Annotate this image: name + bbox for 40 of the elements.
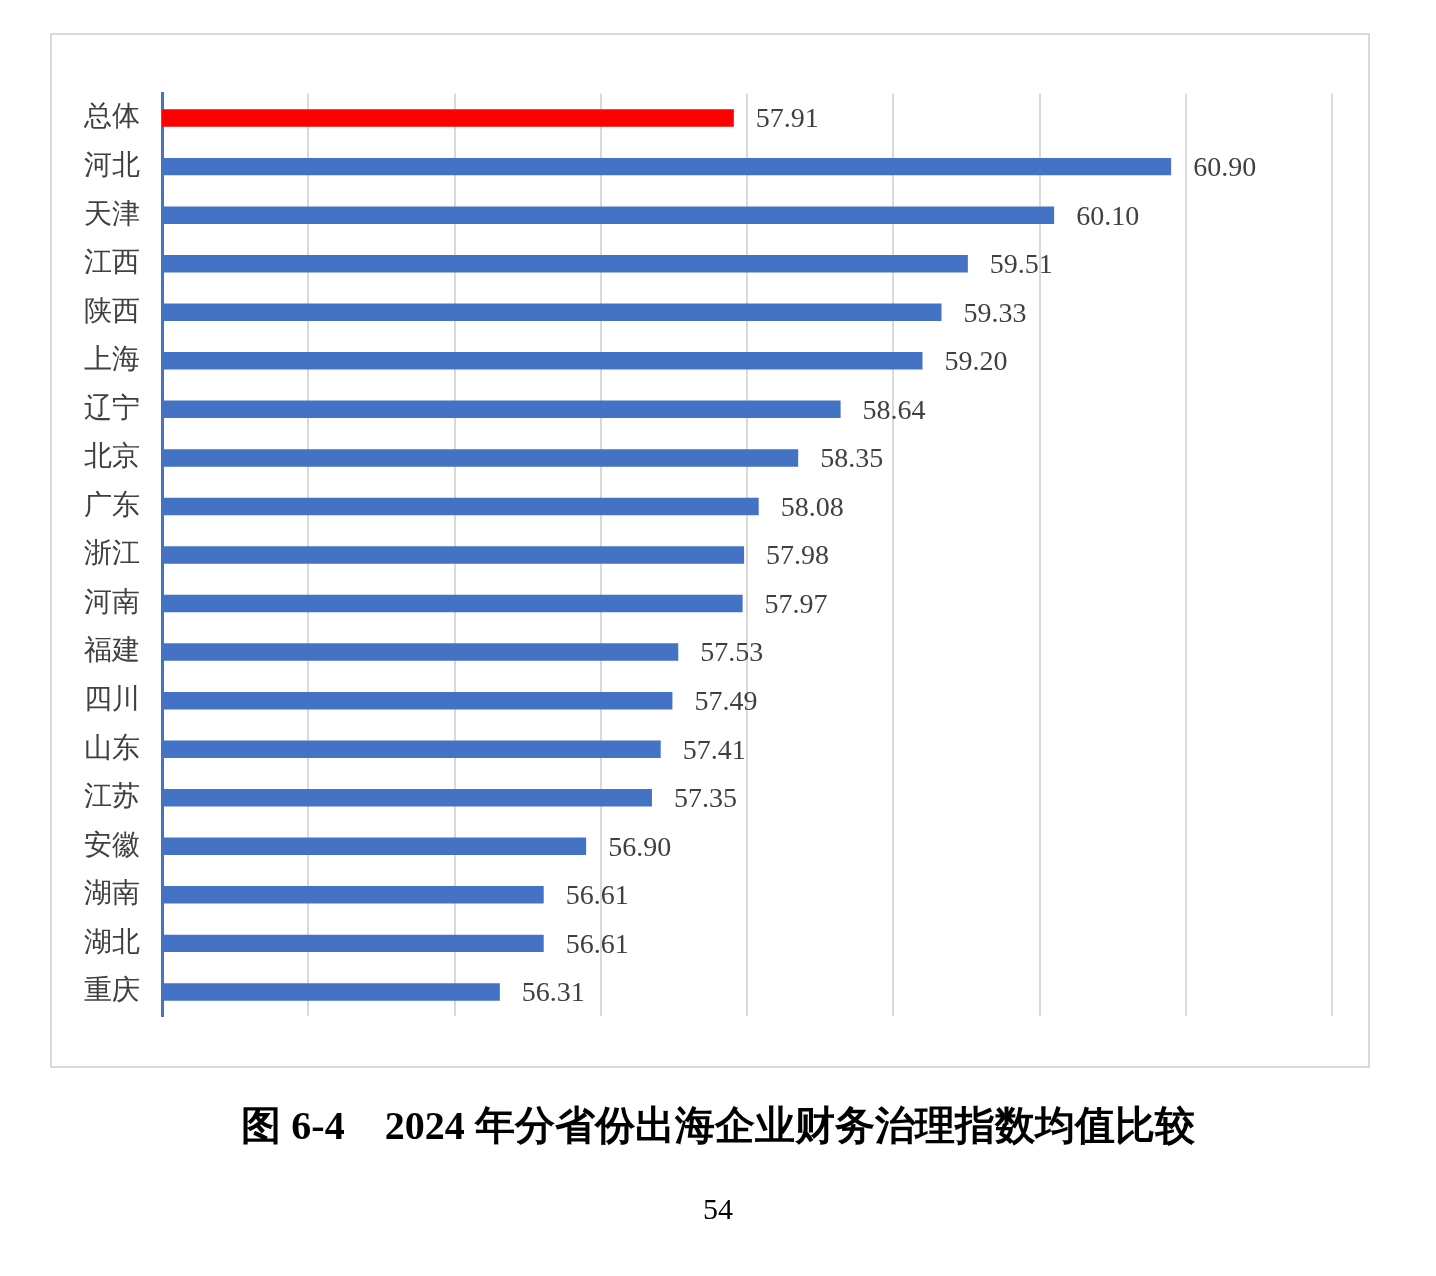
- data-label: 56.61: [565, 879, 629, 911]
- data-label: 60.10: [1076, 199, 1140, 231]
- data-label: 60.90: [1193, 150, 1257, 182]
- text: 54: [702, 1192, 734, 1226]
- data-label: 58.35: [820, 442, 884, 474]
- y-tick-label: 江苏: [84, 780, 140, 812]
- data-label: 58.64: [862, 393, 926, 425]
- y-tick-label: 河北: [84, 148, 140, 180]
- y-tick-label: 四川: [84, 683, 140, 714]
- data-label: 59.51: [989, 248, 1053, 280]
- y-tick-label: 河南: [84, 585, 140, 617]
- y-tick-label: 重庆: [84, 974, 140, 1006]
- y-tick-label: 陕西: [84, 294, 140, 326]
- y-tick-label: 广东: [84, 488, 140, 520]
- data-label: 57.35: [673, 782, 737, 814]
- data-label: 59.33: [963, 296, 1027, 328]
- data-label: 57.53: [700, 636, 764, 668]
- y-tick-label: 安徽: [84, 828, 140, 860]
- data-label: 57.49: [694, 685, 758, 716]
- data-label: 57.91: [755, 102, 819, 134]
- data-label: 59.20: [944, 345, 1008, 377]
- data-label: 58.08: [780, 490, 844, 522]
- y-tick-label: 总体: [83, 100, 140, 132]
- data-label: 56.61: [565, 927, 629, 959]
- data-label: 56.90: [608, 830, 672, 862]
- y-tick-label: 湖南: [84, 877, 140, 909]
- data-label: 56.31: [521, 976, 585, 1008]
- y-tick-label: 天津: [84, 197, 140, 229]
- y-tick-label: 北京: [84, 440, 140, 472]
- y-tick-label: 湖北: [84, 925, 140, 957]
- data-label: 57.98: [766, 539, 830, 571]
- y-tick-label: 山东: [84, 731, 140, 763]
- y-tick-label: 辽宁: [84, 391, 140, 423]
- y-tick-label: 福建: [84, 634, 140, 666]
- y-tick-label: 上海: [84, 343, 140, 375]
- data-label: 57.97: [764, 587, 828, 619]
- y-tick-label: 江西: [84, 246, 140, 278]
- text: 图 6-4 2024 年分省份出海企业财务治理指数均值比较: [240, 1102, 1196, 1150]
- y-tick-label: 浙江: [84, 537, 140, 569]
- data-label: 57.41: [682, 733, 746, 765]
